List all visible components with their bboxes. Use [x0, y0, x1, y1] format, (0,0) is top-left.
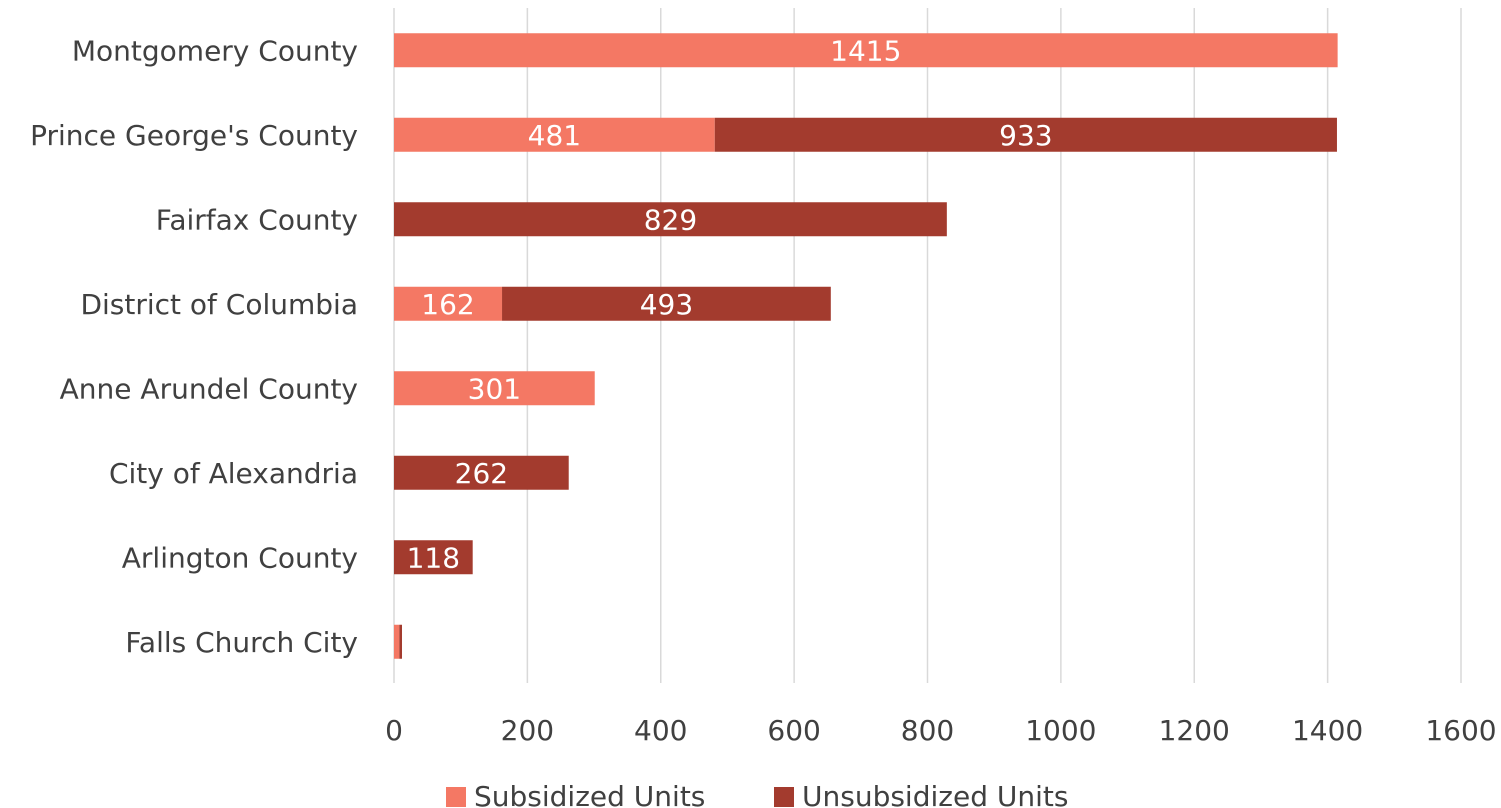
x-axis-tick-labels: 0 200 400 600 800 1000 1200 1400 1600	[385, 714, 1497, 747]
legend-label-subsidized: Subsidized Units	[474, 780, 705, 808]
data-label-subsidized-3: 162	[421, 288, 474, 321]
data-label-subsidized-1: 481	[528, 119, 581, 152]
category-label-5: City of Alexandria	[109, 457, 358, 490]
data-label-unsubsidized-2: 829	[644, 203, 697, 236]
x-tick-label-600: 600	[767, 714, 820, 747]
legend-swatch-subsidized	[446, 787, 466, 807]
data-label-unsubsidized-5: 262	[455, 457, 508, 490]
data-label-subsidized-0: 1415	[830, 34, 901, 67]
x-tick-label-1000: 1000	[1025, 714, 1096, 747]
category-label-1: Prince George's County	[30, 119, 358, 152]
x-tick-label-1200: 1200	[1159, 714, 1230, 747]
category-label-4: Anne Arundel County	[60, 372, 358, 405]
bar-subsidized-1	[394, 117, 715, 152]
x-tick-label-1400: 1400	[1292, 714, 1363, 747]
category-label-7: Falls Church City	[125, 626, 358, 659]
x-tick-label-200: 200	[501, 714, 554, 747]
category-label-3: District of Columbia	[80, 288, 358, 321]
x-tick-label-800: 800	[901, 714, 954, 747]
gridlines	[393, 8, 1462, 683]
x-tick-label-400: 400	[634, 714, 687, 747]
bars: 1415 481 933 829 162 493 301 262 118	[394, 33, 1338, 659]
bar-unsubsidized-1	[714, 117, 1337, 152]
bar-unsubsidized-6	[394, 540, 473, 575]
data-label-unsubsidized-3: 493	[640, 288, 693, 321]
category-label-2: Fairfax County	[156, 203, 358, 236]
bar-subsidized-3	[394, 286, 503, 321]
category-labels: Montgomery County Prince George's County F…	[30, 34, 358, 659]
bar-unsubsidized-7	[399, 624, 403, 659]
bar-subsidized-7	[394, 624, 400, 659]
bar-subsidized-4	[394, 371, 595, 406]
bar-subsidized-0	[394, 33, 1338, 68]
category-label-6: Arlington County	[122, 541, 358, 574]
bar-unsubsidized-3	[502, 286, 831, 321]
x-tick-label-1600: 1600	[1425, 714, 1496, 747]
legend-swatch-unsubsidized	[774, 787, 794, 807]
category-label-0: Montgomery County	[72, 34, 358, 67]
bar-unsubsidized-2	[394, 202, 947, 237]
data-label-subsidized-4: 301	[468, 372, 521, 405]
data-label-unsubsidized-1: 933	[999, 119, 1052, 152]
x-tick-label-0: 0	[385, 714, 403, 747]
data-label-unsubsidized-6: 118	[407, 541, 460, 574]
legend: Subsidized Units Unsubsidized Units	[446, 780, 1068, 808]
legend-label-unsubsidized: Unsubsidized Units	[802, 780, 1068, 808]
bar-unsubsidized-5	[394, 455, 569, 490]
